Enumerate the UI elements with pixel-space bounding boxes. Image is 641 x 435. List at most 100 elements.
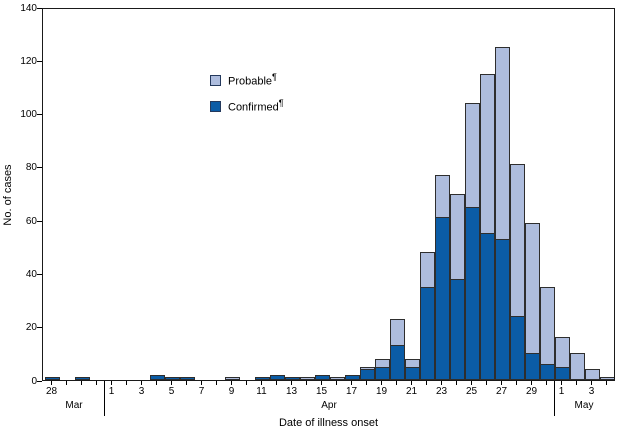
y-tick-label: 100 <box>20 109 37 121</box>
day-slot <box>450 9 465 380</box>
month-label-apr: Apr <box>321 400 337 411</box>
y-tick-label: 120 <box>20 55 37 67</box>
day-slot <box>525 9 540 380</box>
y-tick <box>37 327 42 329</box>
probable-segment <box>466 103 479 208</box>
day-slot <box>435 9 450 380</box>
legend: Probable¶ Confirmed¶ <box>210 71 284 123</box>
day-slot <box>165 9 180 380</box>
day-slot <box>600 9 614 380</box>
confirmed-segment <box>481 234 494 379</box>
day-slot <box>510 9 525 380</box>
x-tick <box>59 381 74 386</box>
y-tick <box>37 380 42 382</box>
x-tick-label: 3 <box>588 386 595 397</box>
day-slot <box>480 9 495 380</box>
stacked-bar <box>525 222 540 380</box>
x-tick <box>479 381 494 386</box>
confirmed-segment <box>496 240 509 379</box>
day-slot <box>570 9 585 380</box>
stacked-bar <box>300 377 315 380</box>
x-tick <box>494 381 509 386</box>
confirmed-segment <box>376 368 389 379</box>
month-label-mar: Mar <box>65 400 83 411</box>
x-tick <box>239 381 254 386</box>
x-tick <box>434 381 449 386</box>
confirmed-segment <box>541 365 554 379</box>
stacked-bar <box>435 174 450 380</box>
x-tick <box>569 381 584 386</box>
x-tick <box>284 381 299 386</box>
x-tick <box>314 381 329 386</box>
x-tick-label: 11 <box>256 386 267 397</box>
confirmed-segment <box>361 370 374 379</box>
x-tick <box>104 381 119 386</box>
probable-segment <box>481 74 494 235</box>
x-tick-label: 23 <box>435 386 448 397</box>
day-slot <box>75 9 90 380</box>
x-tick-label <box>299 386 314 398</box>
confirmed-swatch <box>210 100 221 112</box>
confirmed-segment <box>466 208 479 379</box>
x-tick-label <box>59 386 74 398</box>
x-tick <box>584 381 599 386</box>
day-slot <box>120 9 135 380</box>
x-tick <box>329 381 344 386</box>
x-tick <box>374 381 389 386</box>
day-slot <box>585 9 600 380</box>
y-tick <box>37 220 42 222</box>
x-tick <box>449 381 464 386</box>
day-slot <box>300 9 315 380</box>
x-tick-label: 21 <box>405 386 418 397</box>
x-tick <box>344 381 359 386</box>
stacked-bar <box>405 358 420 380</box>
day-slot <box>60 9 75 380</box>
x-tick-label <box>149 386 164 398</box>
x-tick-label <box>449 386 464 398</box>
x-tick-label: 9 <box>228 386 235 397</box>
x-tick <box>209 381 224 386</box>
x-tick-label <box>209 386 224 398</box>
day-slot <box>495 9 510 380</box>
x-tick <box>44 381 59 386</box>
x-tick <box>599 381 614 386</box>
x-tick <box>164 381 179 386</box>
stacked-bar <box>540 286 555 380</box>
x-tick-label <box>179 386 194 398</box>
plot-area: Probable¶ Confirmed¶ <box>42 8 615 381</box>
x-tick <box>419 381 434 386</box>
month-separator <box>104 381 105 416</box>
day-slot <box>135 9 150 380</box>
day-slot <box>105 9 120 380</box>
footnote-marker: ¶ <box>278 98 284 109</box>
month-label-may: May <box>574 400 594 411</box>
stacked-bar <box>465 102 480 380</box>
stacked-bar <box>75 377 90 380</box>
legend-label-text: Confirmed <box>228 101 279 114</box>
probable-segment <box>406 359 419 368</box>
stacked-bar <box>255 377 270 380</box>
stacked-bar <box>225 377 240 380</box>
day-slot <box>90 9 105 380</box>
x-tick-label: 15 <box>315 386 328 397</box>
x-tick <box>149 381 164 386</box>
probable-segment <box>496 47 509 240</box>
probable-segment <box>556 338 569 368</box>
x-tick <box>119 381 134 386</box>
day-slot <box>375 9 390 380</box>
day-slot <box>330 9 345 380</box>
x-tick-label: 27 <box>495 386 508 397</box>
stacked-bar <box>555 337 570 380</box>
x-tick-label: 25 <box>465 386 478 397</box>
day-slot <box>555 9 570 380</box>
x-tick <box>134 381 149 386</box>
x-tick-label <box>419 386 434 398</box>
x-tick-label: 19 <box>375 386 388 397</box>
day-slot <box>540 9 555 380</box>
day-slot <box>405 9 420 380</box>
day-slot <box>270 9 285 380</box>
x-tick <box>89 381 104 386</box>
y-tick <box>37 114 42 116</box>
x-tick-label <box>359 386 374 398</box>
footnote-marker: ¶ <box>272 72 277 83</box>
